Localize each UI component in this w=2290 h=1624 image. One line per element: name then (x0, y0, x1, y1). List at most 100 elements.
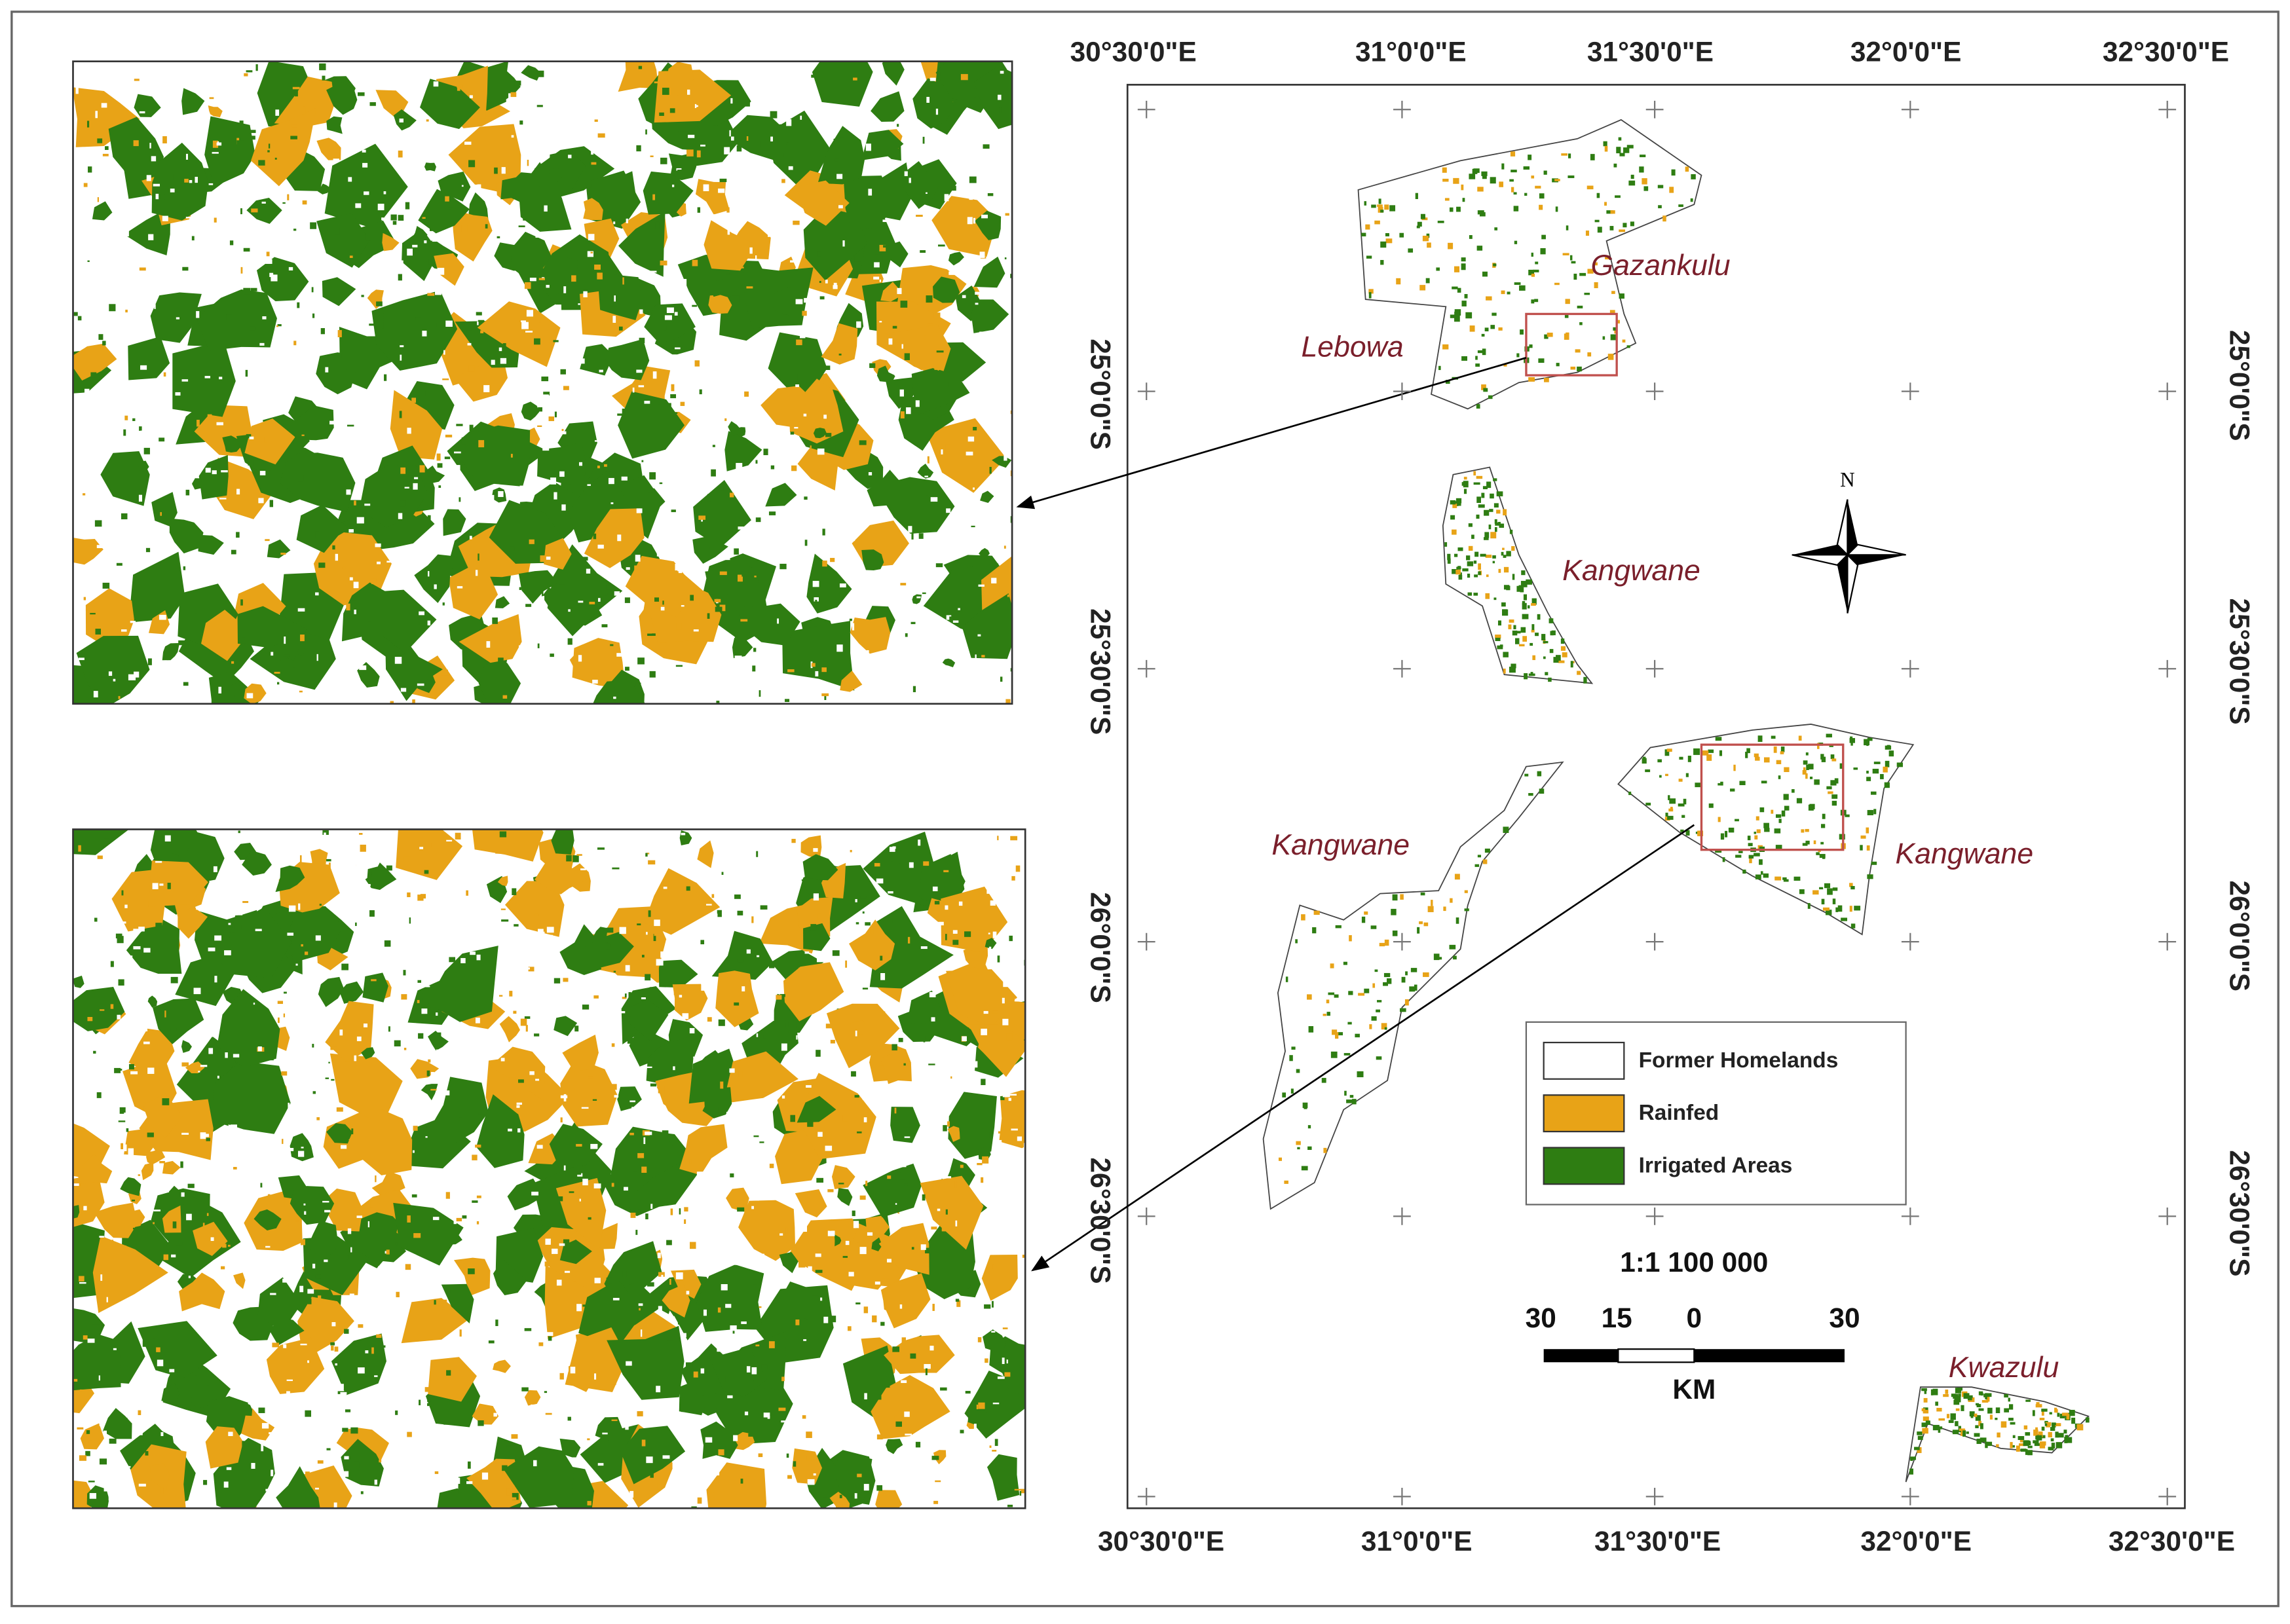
land-speck (1774, 876, 1782, 881)
land-speck (1021, 1488, 1025, 1494)
land-speck (553, 340, 559, 342)
land-speck (430, 1138, 432, 1143)
land-speck (1007, 1183, 1011, 1190)
land-speck (843, 1157, 846, 1165)
land-speck (283, 1261, 288, 1267)
graticule-cross (2158, 100, 2177, 119)
land-speck (1515, 638, 1520, 644)
land-speck (923, 861, 929, 866)
land-speck (560, 369, 566, 375)
land-speck (1831, 794, 1838, 799)
land-speck (957, 1068, 964, 1073)
land-speck (1607, 354, 1614, 360)
land-speck (755, 673, 759, 681)
land-speck (869, 229, 874, 234)
land-speck (198, 1071, 200, 1073)
land-speck (1820, 754, 1824, 760)
land-speck (1509, 619, 1514, 623)
land-parcel (947, 78, 978, 101)
land-speck (617, 413, 624, 416)
land-speck (993, 259, 999, 262)
land-speck (130, 621, 136, 623)
land-speck (768, 213, 771, 218)
land-speck (455, 465, 460, 472)
land-speck (1302, 1102, 1308, 1109)
land-speck (511, 135, 514, 138)
land-speck (432, 1344, 438, 1349)
land-speck (815, 1253, 821, 1257)
land-speck (827, 1189, 834, 1192)
land-speck (341, 963, 348, 970)
land-parcel (983, 1329, 1006, 1352)
land-speck (333, 158, 339, 162)
land-speck (983, 1010, 988, 1014)
land-speck (1867, 809, 1873, 815)
land-speck (1985, 1441, 1988, 1449)
land-speck (468, 836, 473, 842)
land-parcel (472, 829, 544, 862)
land-speck (972, 864, 975, 869)
land-parcel (593, 927, 608, 943)
land-speck (853, 1221, 859, 1228)
land-speck (1537, 771, 1542, 777)
land-speck (756, 851, 759, 857)
land-speck (564, 1270, 571, 1273)
land-speck (147, 658, 152, 665)
land-speck (559, 1373, 564, 1380)
land-speck (102, 1038, 110, 1045)
land-speck (1954, 1395, 1961, 1403)
land-speck (757, 955, 760, 957)
land-speck (646, 853, 650, 855)
land-speck (1514, 282, 1521, 285)
land-speck (967, 436, 975, 442)
land-speck (897, 124, 899, 127)
land-speck (991, 578, 997, 583)
land-speck (619, 927, 626, 934)
land-parcel (208, 105, 223, 118)
land-speck (1494, 519, 1497, 524)
land-speck (384, 940, 391, 947)
land-speck (519, 120, 523, 125)
land-speck (362, 162, 368, 168)
land-speck (226, 314, 232, 320)
land-speck (242, 900, 249, 903)
land-speck (1467, 592, 1473, 596)
land-speck (895, 1203, 897, 1205)
land-speck (2055, 1442, 2063, 1449)
land-speck (1799, 889, 1805, 895)
land-speck (1792, 789, 1795, 793)
land-speck (1015, 865, 1021, 872)
land-speck (989, 466, 992, 474)
land-speck (1343, 961, 1347, 965)
land-speck (650, 1204, 653, 1209)
land-speck (87, 1016, 93, 1022)
land-speck (1841, 917, 1848, 921)
land-speck (1783, 879, 1789, 882)
land-speck (542, 394, 549, 399)
land-speck (288, 905, 296, 912)
land-speck (405, 1264, 411, 1270)
land-speck (888, 196, 894, 202)
land-speck (894, 1415, 897, 1423)
land-speck (806, 1456, 812, 1461)
land-speck (353, 581, 359, 589)
land-speck (268, 143, 271, 149)
land-speck (850, 849, 852, 853)
land-speck (579, 1198, 581, 1202)
land-speck (559, 580, 565, 585)
land-speck (1454, 309, 1461, 316)
land-speck (589, 601, 595, 604)
land-speck (1481, 333, 1485, 337)
land-speck (1924, 1389, 1927, 1394)
land-speck (418, 1033, 424, 1039)
land-speck (508, 93, 512, 99)
land-speck (400, 345, 404, 348)
land-speck (1541, 634, 1546, 640)
land-speck (583, 291, 588, 298)
land-parcel (538, 255, 578, 295)
land-speck (1884, 782, 1890, 788)
land-speck (101, 103, 107, 108)
land-speck (1830, 754, 1835, 760)
land-speck (631, 1107, 635, 1109)
land-speck (1002, 1327, 1008, 1329)
